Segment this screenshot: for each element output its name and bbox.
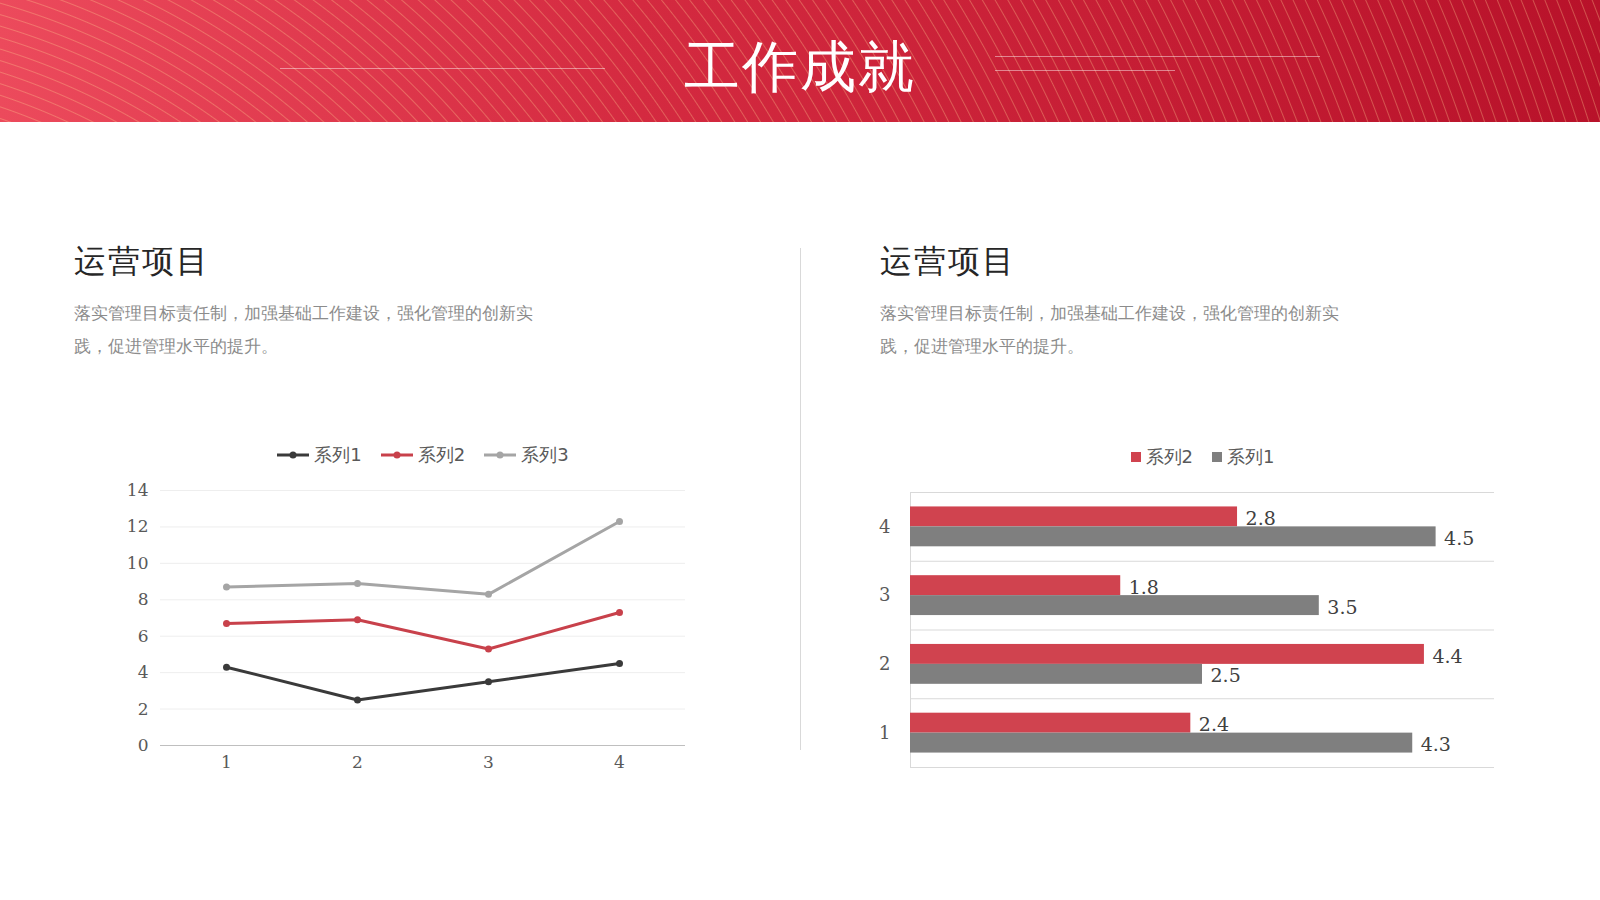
svg-text:8: 8 — [138, 589, 149, 609]
html-text:系列2: 系列2 — [1145, 446, 1193, 467]
html-text:落实管理目标责任制，加强基础工作建设，强化管理的创新实践，促: 落实管理目标责任制，加强基础工作建设，强化管理的创新实践，促进管理水平的提升。 — [74, 303, 533, 356]
svg-text:12: 12 — [127, 516, 149, 536]
svg-text:2: 2 — [879, 653, 890, 674]
svg-text:2.5: 2.5 — [1211, 664, 1241, 686]
svg-text:4.4: 4.4 — [1432, 644, 1462, 666]
svg-text:3.5: 3.5 — [1327, 596, 1357, 618]
html-text:工作成就: 工作成就 — [684, 34, 916, 99]
html-text:落实管理目标责任制，加强基础工作建设，强化管理的创新实践，促: 落实管理目标责任制，加强基础工作建设，强化管理的创新实践，促进管理水平的提升。 — [880, 303, 1339, 356]
svg-text:4: 4 — [879, 516, 890, 537]
svg-text:2.4: 2.4 — [1199, 713, 1229, 735]
html-text:系列1: 系列1 — [1227, 446, 1275, 467]
html-text:系列1: 系列1 — [314, 444, 362, 465]
svg-text:14: 14 — [127, 480, 149, 500]
svg-text:2: 2 — [352, 752, 363, 772]
svg-text:0: 0 — [138, 735, 149, 755]
html-text:运营项目: 运营项目 — [880, 242, 1016, 280]
svg-text:4.3: 4.3 — [1421, 733, 1451, 755]
svg-text:4: 4 — [614, 752, 625, 772]
html-text:运营项目: 运营项目 — [74, 242, 210, 280]
svg-text:3: 3 — [483, 752, 494, 772]
svg-text:4.5: 4.5 — [1444, 527, 1474, 549]
html-text:系列3: 系列3 — [521, 444, 569, 465]
html-text:系列2: 系列2 — [417, 444, 466, 465]
svg-text:1.8: 1.8 — [1129, 576, 1159, 598]
svg-text:10: 10 — [127, 553, 149, 573]
svg-text:4: 4 — [138, 662, 149, 682]
svg-text:2: 2 — [138, 699, 149, 719]
svg-text:1: 1 — [879, 722, 890, 743]
svg-text:1: 1 — [221, 752, 232, 772]
svg-text:3: 3 — [879, 584, 890, 605]
svg-text:2.8: 2.8 — [1246, 507, 1276, 529]
svg-text:6: 6 — [138, 626, 149, 646]
